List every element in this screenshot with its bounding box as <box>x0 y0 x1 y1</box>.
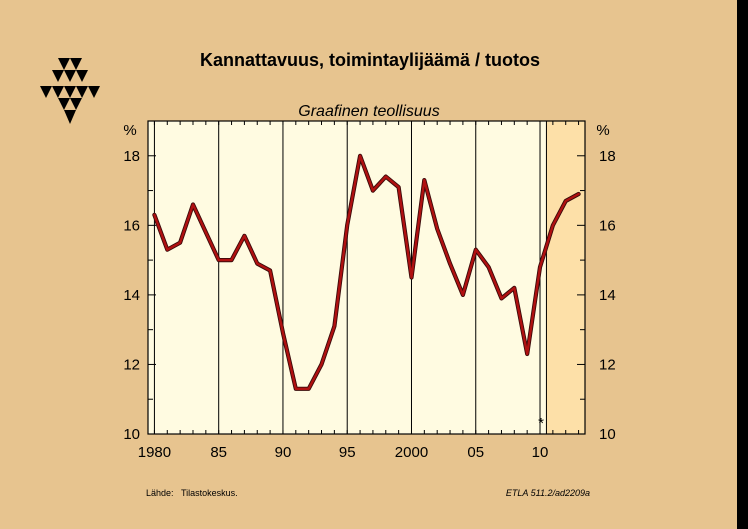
y-tick-label-left: 12 <box>123 356 140 373</box>
source-value: Tilastokeskus. <box>181 488 238 498</box>
x-tick-label: 10 <box>532 444 549 461</box>
x-tick-label: 90 <box>275 444 292 461</box>
series-line <box>153 154 580 390</box>
y-tick-label-right: 12 <box>599 356 616 373</box>
y-tick-label-right: 10 <box>599 426 616 443</box>
chart-title: Kannattavuus, toimintaylijäämä / tuotos <box>200 50 540 70</box>
y-tick-label-left: 10 <box>123 426 140 443</box>
y-tick-label-right: 14 <box>599 287 616 304</box>
plot-area: 10 10 12 12 14 14 16 16 18 18 1980 85 90 95 2000 05 10 * <box>123 120 616 461</box>
y-tick-label-left: 16 <box>123 217 140 234</box>
y-tick-label-left: 14 <box>123 287 140 304</box>
x-tick-label: 2000 <box>395 444 428 461</box>
x-tick-label: 85 <box>210 444 227 461</box>
chart-code: ETLA 511.2/ad2209a <box>506 488 590 498</box>
forecast-marker: * <box>538 415 544 432</box>
plot-frame <box>147 120 586 435</box>
y-tick-label-right: 18 <box>599 148 616 165</box>
forecast-shading <box>546 121 585 434</box>
x-tick-label: 95 <box>339 444 356 461</box>
x-tick-label: 05 <box>467 444 484 461</box>
y-tick-label-left: 18 <box>123 148 140 165</box>
y-axis-unit-right: % <box>596 122 609 139</box>
source-label: Lähde: <box>146 488 174 498</box>
chart-subtitle: Graafinen teollisuus <box>298 103 439 120</box>
etla-logo-icon <box>40 58 100 124</box>
y-tick-label-right: 16 <box>599 217 616 234</box>
y-axis-unit-left: % <box>123 122 136 139</box>
right-edge-strip <box>737 0 748 529</box>
x-tick-label: 1980 <box>138 444 171 461</box>
